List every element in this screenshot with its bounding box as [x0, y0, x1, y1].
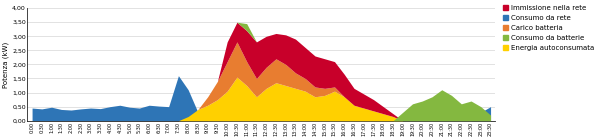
Y-axis label: Potenza (kW): Potenza (kW): [3, 41, 9, 88]
Legend: Immissione nella rete, Consumo da rete, Carico batteria, Consumo da batterie, En: Immissione nella rete, Consumo da rete, …: [500, 3, 597, 53]
